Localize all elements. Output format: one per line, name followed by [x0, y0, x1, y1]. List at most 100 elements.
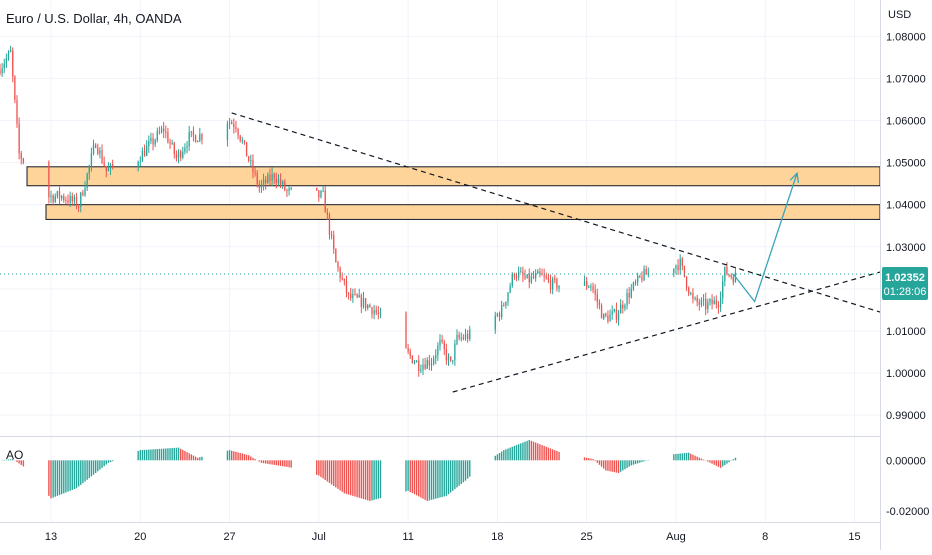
candle — [156, 127, 158, 143]
candle-body — [90, 153, 93, 166]
candle-body — [528, 274, 530, 283]
indicator-name: AO — [6, 448, 23, 462]
candle — [243, 140, 246, 145]
candle — [265, 176, 267, 190]
candle-body — [7, 51, 10, 59]
candle-body — [54, 196, 56, 202]
candle — [345, 275, 348, 298]
candle — [22, 157, 25, 165]
projection-arrow[interactable] — [732, 172, 798, 303]
candle-body — [239, 135, 241, 141]
candle — [626, 288, 628, 310]
candle — [452, 359, 454, 365]
candle — [182, 146, 184, 160]
candle — [430, 357, 433, 371]
candle-body — [71, 195, 73, 202]
supply-zone-lower[interactable] — [45, 204, 881, 220]
candle — [194, 134, 197, 143]
candle-body — [160, 128, 163, 133]
candle-body — [441, 339, 443, 342]
candle-body — [139, 161, 141, 163]
candle-body — [284, 181, 286, 191]
candle — [441, 334, 443, 344]
candle — [545, 272, 547, 280]
candle-body — [717, 304, 720, 308]
candle — [728, 274, 730, 278]
candle-body — [405, 312, 407, 349]
candle — [700, 297, 703, 308]
candle — [175, 150, 178, 162]
candle-body — [77, 206, 80, 208]
candle — [58, 186, 61, 205]
candle-body — [586, 281, 588, 288]
candle-body — [290, 187, 292, 189]
supply-zones[interactable] — [26, 166, 881, 220]
candle — [7, 50, 10, 61]
candle — [613, 308, 615, 313]
candle — [630, 283, 632, 299]
candle — [341, 272, 343, 281]
ao-histogram — [1, 440, 737, 501]
candle — [541, 268, 543, 276]
candle-body — [532, 276, 535, 278]
candle-body — [534, 273, 537, 278]
candle-body — [233, 123, 235, 128]
last-price-value: 1.02352 — [885, 272, 925, 284]
candle — [56, 190, 59, 199]
candle — [103, 156, 105, 168]
time-tick: 18 — [491, 531, 503, 543]
candle-body — [632, 282, 635, 289]
candle — [375, 305, 377, 316]
candle-body — [0, 69, 1, 74]
candle-body — [156, 131, 158, 141]
ascending-trendline[interactable] — [452, 271, 881, 393]
candle-body — [607, 315, 609, 322]
candle-body — [634, 282, 637, 284]
candle — [252, 154, 254, 179]
time-tick: 8 — [762, 531, 768, 543]
time-axis[interactable]: 13 20 27 Jul 11 18 25 Aug 8 15 — [45, 531, 861, 543]
candle-body — [52, 195, 54, 202]
candle-body — [67, 200, 69, 203]
candle — [233, 118, 235, 134]
last-price-badge — [882, 267, 928, 300]
candle — [611, 305, 613, 320]
candle — [598, 299, 601, 310]
candle — [3, 58, 5, 74]
candle — [715, 295, 717, 309]
candle — [245, 142, 248, 157]
candle-body — [177, 151, 180, 159]
candle-body — [352, 294, 354, 298]
candle-body — [175, 154, 178, 159]
candle — [435, 349, 437, 365]
candle-body — [422, 364, 424, 370]
candle — [141, 147, 144, 162]
indicator-axis[interactable]: 0.00000 -0.02000 — [886, 455, 929, 518]
candle-body — [288, 188, 290, 191]
candle — [352, 288, 354, 303]
candle — [169, 138, 171, 149]
candle — [600, 303, 603, 319]
time-tick: 15 — [848, 531, 860, 543]
candle-body — [22, 158, 25, 163]
candle — [328, 212, 331, 240]
price-tick: 1.03000 — [886, 242, 926, 254]
candle — [722, 275, 724, 305]
candle-body — [677, 265, 679, 271]
drawings[interactable] — [0, 112, 881, 393]
supply-zone-upper[interactable] — [26, 166, 881, 187]
candle-body — [517, 271, 520, 278]
candle — [279, 173, 282, 189]
candle-body — [447, 356, 450, 361]
candle — [696, 294, 698, 307]
candle — [594, 284, 596, 301]
candle-body — [590, 286, 592, 288]
candle — [596, 288, 598, 309]
candle — [65, 196, 67, 205]
candle-body — [439, 339, 441, 346]
candle-body — [335, 248, 337, 263]
candle — [190, 131, 192, 138]
candle — [354, 288, 356, 296]
